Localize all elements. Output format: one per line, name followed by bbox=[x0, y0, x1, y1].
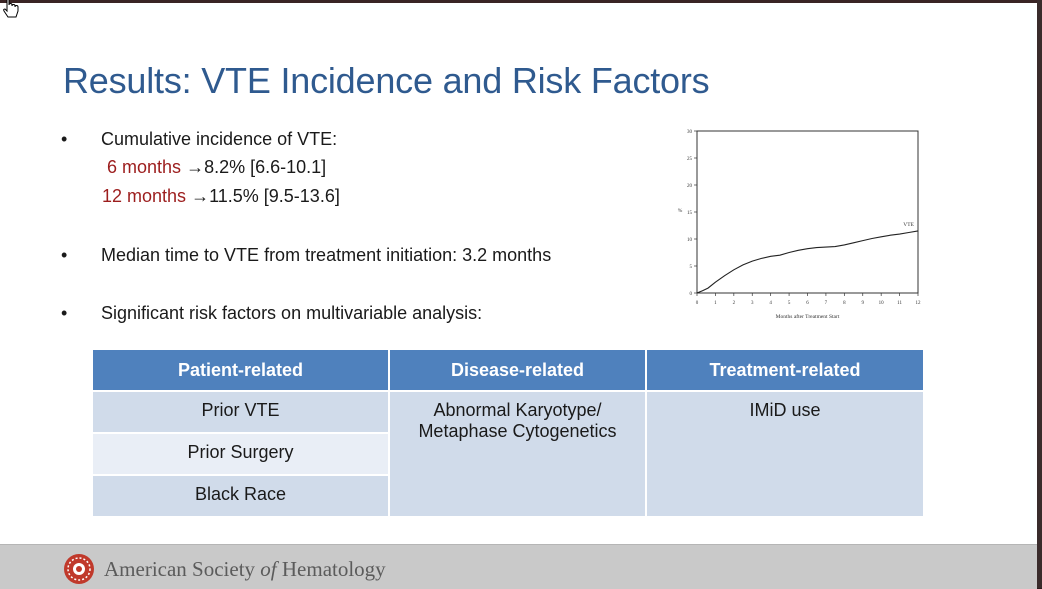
label-12-months: 12 months bbox=[102, 186, 187, 206]
x-tick-label: 2 bbox=[733, 301, 736, 306]
bullet-dot: • bbox=[61, 245, 68, 265]
arrow-icon: → bbox=[186, 157, 205, 177]
x-tick-label: 3 bbox=[751, 301, 754, 306]
slide-title: Results: VTE Incidence and Risk Factors bbox=[63, 60, 710, 101]
x-tick-label: 12 bbox=[916, 301, 922, 306]
series-line-vte bbox=[696, 230, 919, 294]
footer-organization: American Society of Hematology bbox=[104, 557, 386, 581]
ash-logo-icon bbox=[64, 554, 94, 584]
disease-line-2: Metaphase Cytogenetics bbox=[418, 421, 617, 441]
hand-cursor-icon bbox=[3, 0, 19, 18]
risk-factor-table: Patient-related Disease-related Treatmen… bbox=[91, 348, 925, 518]
bullet-dot: • bbox=[61, 303, 68, 323]
x-tick-label: 7 bbox=[825, 301, 828, 306]
footer-bar: American Society of Hematology bbox=[0, 544, 1037, 589]
window-right-border bbox=[1037, 0, 1042, 588]
y-tick-label: 20 bbox=[687, 184, 693, 189]
y-axis-label: % bbox=[678, 208, 683, 214]
x-tick-label: 8 bbox=[843, 301, 846, 306]
bullet-median-time: Median time to VTE from treatment initia… bbox=[101, 245, 552, 265]
bullet-cumulative-incidence: Cumulative incidence of VTE: bbox=[101, 129, 338, 149]
y-tick-label: 0 bbox=[690, 292, 693, 297]
bullet-risk-factors: Significant risk factors on multivariabl… bbox=[101, 303, 483, 323]
y-tick-label: 25 bbox=[687, 157, 693, 162]
slide: Results: VTE Incidence and Risk Factors … bbox=[0, 3, 1037, 544]
x-tick-label: 1 bbox=[714, 301, 717, 306]
label-6-months: 6 months bbox=[107, 157, 182, 177]
cell-prior-vte: Prior VTE bbox=[91, 390, 390, 434]
value-12-months: 11.5% [9.5-13.6] bbox=[209, 186, 340, 206]
y-tick-label: 10 bbox=[687, 238, 693, 243]
x-tick-label: 10 bbox=[879, 301, 885, 306]
plot-frame bbox=[696, 130, 919, 294]
value-6-months: 8.2% [6.6-10.1] bbox=[204, 157, 327, 177]
cell-disease-factors: Abnormal Karyotype/ Metaphase Cytogeneti… bbox=[388, 390, 647, 518]
x-axis-label: Months after Treatment Start bbox=[776, 313, 840, 320]
y-tick-label: 5 bbox=[690, 265, 693, 270]
header-treatment-related: Treatment-related bbox=[645, 348, 925, 392]
cell-black-race: Black Race bbox=[91, 474, 390, 518]
bullet-dot: • bbox=[61, 129, 68, 149]
arrow-icon: → bbox=[191, 186, 210, 206]
series-label-vte: VTE bbox=[903, 222, 914, 228]
y-tick-label: 30 bbox=[687, 130, 693, 135]
x-tick-label: 0 bbox=[696, 301, 699, 306]
x-tick-label: 6 bbox=[806, 301, 809, 306]
x-tick-label: 9 bbox=[862, 301, 865, 306]
incidence-12-months: 12 months →11.5% [9.5-13.6] bbox=[102, 186, 340, 207]
incidence-6-months: 6 months →8.2% [6.6-10.1] bbox=[107, 157, 326, 178]
window-top-border bbox=[0, 0, 1042, 3]
x-tick-label: 11 bbox=[897, 301, 902, 306]
header-patient-related: Patient-related bbox=[91, 348, 390, 392]
cell-prior-surgery: Prior Surgery bbox=[91, 432, 390, 476]
header-disease-related: Disease-related bbox=[388, 348, 647, 392]
y-tick-label: 15 bbox=[687, 211, 693, 216]
disease-line-1: Abnormal Karyotype/ bbox=[433, 400, 602, 420]
x-tick-label: 5 bbox=[788, 301, 791, 306]
x-tick-label: 4 bbox=[769, 301, 772, 306]
cell-imid-use: IMiD use bbox=[645, 390, 925, 518]
